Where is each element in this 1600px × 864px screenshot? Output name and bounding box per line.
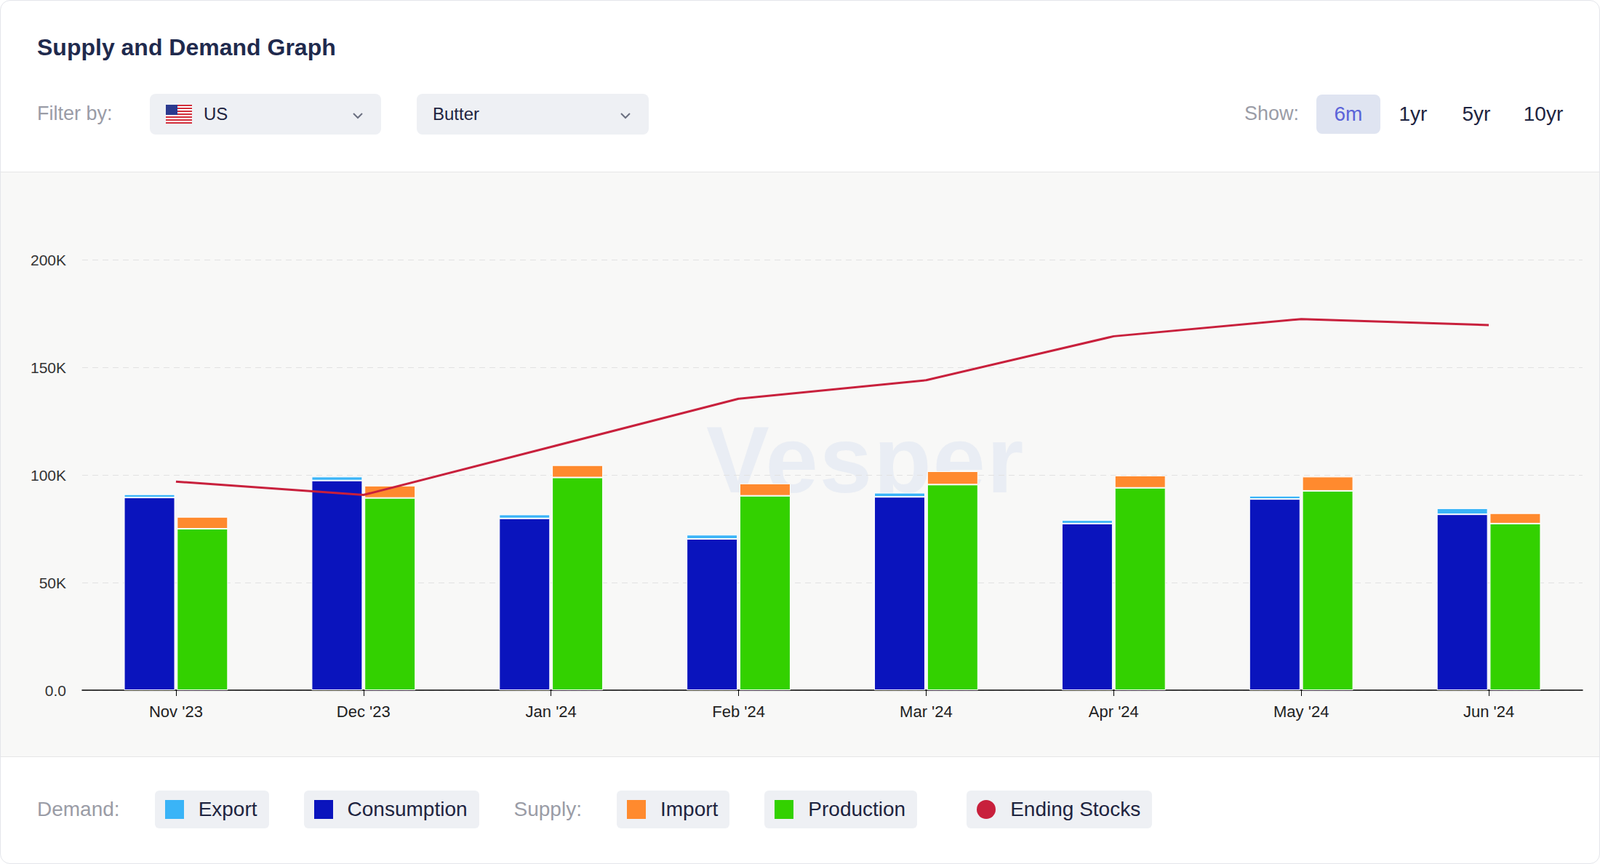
html-text:Import: Import — [660, 797, 719, 821]
svg-text:Feb '24: Feb '24 — [712, 702, 766, 721]
html-text:6m: 6m — [1334, 102, 1363, 126]
html-text:Demand:: Demand: — [37, 797, 120, 821]
html-text:Supply:: Supply: — [513, 797, 582, 821]
html-text:10yr: 10yr — [1523, 102, 1564, 126]
svg-text:Mar '24: Mar '24 — [899, 702, 953, 721]
svg-text:0.0: 0.0 — [45, 682, 67, 699]
html-text:Export: Export — [198, 797, 258, 821]
html-text:Consumption: Consumption — [347, 797, 468, 821]
svg-text:Apr '24: Apr '24 — [1088, 702, 1139, 721]
svg-text:Jan '24: Jan '24 — [525, 702, 577, 721]
svg-text:150K: 150K — [30, 359, 67, 376]
svg-text:50K: 50K — [39, 574, 67, 592]
html-text:Supply and Demand Graph: Supply and Demand Graph — [37, 34, 336, 61]
svg-text:May '24: May '24 — [1273, 702, 1329, 721]
html-text:1yr: 1yr — [1398, 102, 1428, 126]
html-text:Vesper: Vesper — [706, 406, 1026, 513]
html-text:Show:: Show: — [1244, 102, 1299, 125]
html-text:Filter by:: Filter by: — [37, 102, 113, 125]
html-text:Production: Production — [808, 797, 906, 821]
html-text:US: US — [203, 104, 228, 124]
html-text:Butter: Butter — [432, 104, 480, 124]
html-text:5yr: 5yr — [1462, 102, 1491, 126]
svg-text:Jun '24: Jun '24 — [1463, 702, 1515, 721]
svg-text:Dec '23: Dec '23 — [336, 702, 391, 721]
svg-text:100K: 100K — [30, 466, 67, 484]
svg-text:Nov '23: Nov '23 — [149, 702, 203, 721]
html-text:Ending Stocks: Ending Stocks — [1010, 797, 1141, 821]
svg-text:200K: 200K — [30, 251, 67, 269]
